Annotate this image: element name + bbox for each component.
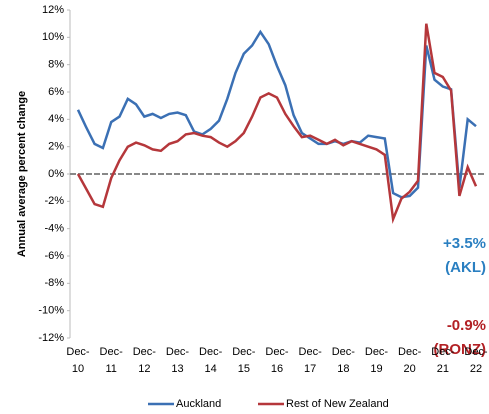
y-tick-label: -10%	[38, 305, 64, 317]
legend-label: Auckland	[176, 398, 221, 410]
line-series	[76, 29, 477, 199]
x-tick-label: Dec-11	[99, 346, 123, 375]
y-tick-label: -2%	[44, 195, 64, 207]
x-tick-label: Dec-21	[431, 346, 455, 375]
y-tick-label: 8%	[48, 59, 64, 71]
x-tick-label: Dec-17	[298, 346, 322, 375]
x-tick-label: Dec-10	[66, 346, 90, 375]
y-tick-label: 0%	[48, 168, 64, 180]
x-tick-label: Dec-20	[398, 346, 422, 375]
x-tick-label: Dec-15	[232, 346, 256, 375]
y-tick-label: 12%	[42, 4, 64, 16]
y-tick-label: 2%	[48, 141, 64, 153]
y-tick-label: -12%	[38, 332, 64, 344]
x-tick-label: Dec-13	[165, 346, 190, 375]
y-tick-label: -4%	[44, 223, 64, 235]
annotation: -0.9%	[447, 317, 486, 334]
annotation: +3.5%	[443, 235, 486, 252]
y-tick-label: 10%	[42, 31, 64, 43]
x-tick-label: Dec-14	[199, 346, 223, 375]
x-tick-label: Dec-19	[364, 346, 389, 375]
y-tick-label: 6%	[48, 86, 64, 98]
x-tick-label: Dec-18	[331, 346, 355, 375]
y-tick-label: -6%	[44, 250, 64, 262]
x-tick-label: Dec-16	[265, 346, 289, 375]
y-axis-label: Annual average percent change	[16, 91, 28, 257]
x-tick-label: Dec-22	[464, 346, 488, 375]
line-series	[76, 23, 478, 224]
annotation: (RONZ)	[434, 341, 487, 358]
y-tick-label: 4%	[48, 113, 64, 125]
x-tick-label: Dec-12	[132, 346, 156, 375]
annotation: (AKL)	[445, 259, 486, 276]
y-tick-label: -8%	[44, 277, 64, 289]
legend-label: Rest of New Zealand	[286, 398, 389, 410]
